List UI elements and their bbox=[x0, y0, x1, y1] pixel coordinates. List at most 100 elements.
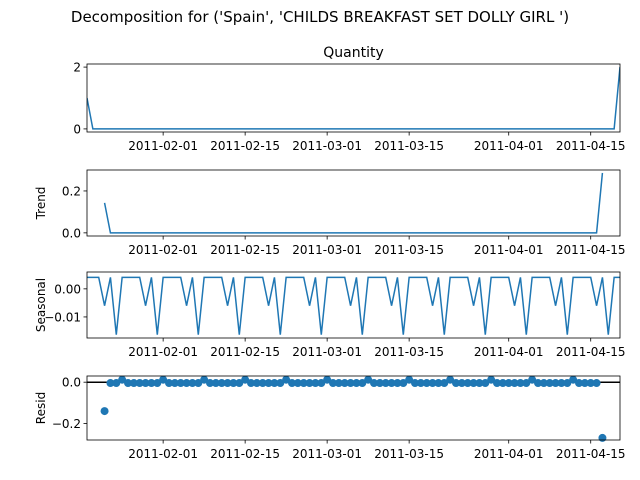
resid-point bbox=[534, 379, 542, 388]
resid-point bbox=[217, 379, 226, 388]
resid-point bbox=[317, 379, 326, 388]
y-tick-label: 0 bbox=[73, 122, 81, 136]
axes-frame bbox=[86, 169, 621, 237]
x-tick-label: 2011-03-15 bbox=[374, 345, 444, 359]
resid-point bbox=[252, 379, 261, 388]
resid-point bbox=[504, 379, 513, 388]
resid-point bbox=[358, 379, 367, 388]
series-line bbox=[87, 67, 620, 130]
resid-point bbox=[575, 379, 583, 388]
x-tick-label: 2011-04-01 bbox=[474, 345, 544, 359]
resid-point bbox=[510, 379, 519, 388]
x-tick-label: 2011-02-15 bbox=[210, 243, 280, 257]
resid-point bbox=[229, 379, 238, 388]
resid-point bbox=[200, 376, 209, 384]
x-tick-label: 2011-02-15 bbox=[210, 447, 280, 461]
resid-point bbox=[235, 379, 244, 388]
plot-area bbox=[87, 67, 620, 130]
resid-point bbox=[428, 379, 437, 388]
resid-point bbox=[329, 379, 337, 388]
resid-point bbox=[141, 379, 150, 388]
resid-point bbox=[545, 379, 554, 388]
resid-point bbox=[416, 379, 425, 388]
resid-point bbox=[264, 379, 273, 388]
resid-point bbox=[223, 379, 232, 388]
x-tick-label: 2011-04-01 bbox=[474, 447, 544, 461]
resid-point bbox=[165, 379, 173, 388]
resid-point bbox=[551, 379, 560, 388]
x-tick-label: 2011-04-01 bbox=[474, 243, 544, 257]
resid-point bbox=[387, 379, 396, 388]
resid-point bbox=[182, 379, 191, 388]
x-tick-label: 2011-04-01 bbox=[474, 139, 544, 153]
x-tick-label: 2011-04-15 bbox=[556, 139, 626, 153]
resid-point bbox=[135, 379, 144, 388]
resid-point bbox=[258, 379, 267, 388]
x-tick-label: 2011-02-15 bbox=[210, 345, 280, 359]
y-tick-label: −0.2 bbox=[52, 417, 81, 431]
resid-point bbox=[299, 379, 308, 388]
resid-point bbox=[211, 379, 220, 388]
x-tick-label: 2011-02-15 bbox=[210, 139, 280, 153]
axes-frame bbox=[86, 375, 621, 441]
resid-point bbox=[522, 379, 531, 388]
resid-point bbox=[469, 379, 478, 388]
panel-1: Quantity 0 2 2011-02-01 2011-02-15 2011-03-01… bbox=[73, 45, 625, 153]
resid-point bbox=[539, 379, 548, 388]
series-line bbox=[103, 172, 604, 234]
plot-area bbox=[87, 376, 620, 388]
resid-point bbox=[498, 379, 507, 388]
x-tick-label: 2011-03-01 bbox=[292, 243, 362, 257]
resid-point bbox=[247, 379, 255, 388]
panel-2: Trend 0.0 0.2 2011-02-01 2011-02-15 2011-03-0… bbox=[34, 169, 626, 257]
plot-area bbox=[103, 172, 604, 234]
x-tick-label: 2011-04-15 bbox=[556, 447, 626, 461]
resid-point bbox=[346, 379, 355, 388]
resid-point bbox=[481, 379, 490, 388]
seasonal-line bbox=[87, 276, 620, 335]
x-tick-label: 2011-03-01 bbox=[292, 345, 362, 359]
resid-point bbox=[305, 379, 314, 388]
y-tick-label: 0.0 bbox=[62, 226, 81, 240]
resid-point bbox=[112, 379, 121, 388]
resid-point bbox=[311, 379, 320, 388]
resid-point bbox=[528, 376, 537, 384]
resid-point bbox=[563, 379, 572, 388]
resid-point bbox=[411, 379, 419, 388]
resid-point bbox=[586, 379, 595, 388]
axes-frame bbox=[86, 271, 621, 339]
resid-point bbox=[457, 379, 466, 388]
resid-point bbox=[557, 379, 566, 388]
resid-point bbox=[434, 379, 443, 388]
x-tick-label: 2011-02-01 bbox=[128, 243, 198, 257]
resid-point bbox=[293, 379, 302, 388]
x-tick-label: 2011-03-15 bbox=[374, 139, 444, 153]
resid-point bbox=[463, 379, 472, 388]
resid-point bbox=[334, 379, 343, 388]
y-tick-label: 0.2 bbox=[62, 184, 81, 198]
resid-point bbox=[569, 376, 578, 384]
resid-point bbox=[352, 379, 361, 388]
y-axis-label: Trend bbox=[34, 187, 48, 221]
resid-point bbox=[422, 379, 431, 388]
resid-point bbox=[124, 379, 132, 388]
x-tick-label: 2011-02-01 bbox=[128, 345, 198, 359]
resid-outlier-point bbox=[598, 433, 607, 442]
resid-point bbox=[270, 379, 279, 388]
y-tick-label: 0.0 bbox=[62, 376, 81, 390]
resid-point bbox=[381, 379, 390, 388]
resid-point bbox=[147, 379, 156, 388]
resid-point bbox=[364, 376, 373, 384]
resid-point bbox=[241, 376, 250, 384]
resid-point bbox=[370, 379, 378, 388]
resid-point bbox=[323, 376, 332, 384]
resid-outlier-point bbox=[100, 407, 109, 416]
resid-point bbox=[405, 376, 414, 384]
resid-point bbox=[282, 376, 291, 384]
x-tick-label: 2011-03-01 bbox=[292, 139, 362, 153]
x-tick-label: 2011-04-15 bbox=[556, 243, 626, 257]
resid-point bbox=[399, 379, 408, 388]
resid-point bbox=[452, 379, 460, 388]
panel-title: Quantity bbox=[323, 45, 384, 61]
